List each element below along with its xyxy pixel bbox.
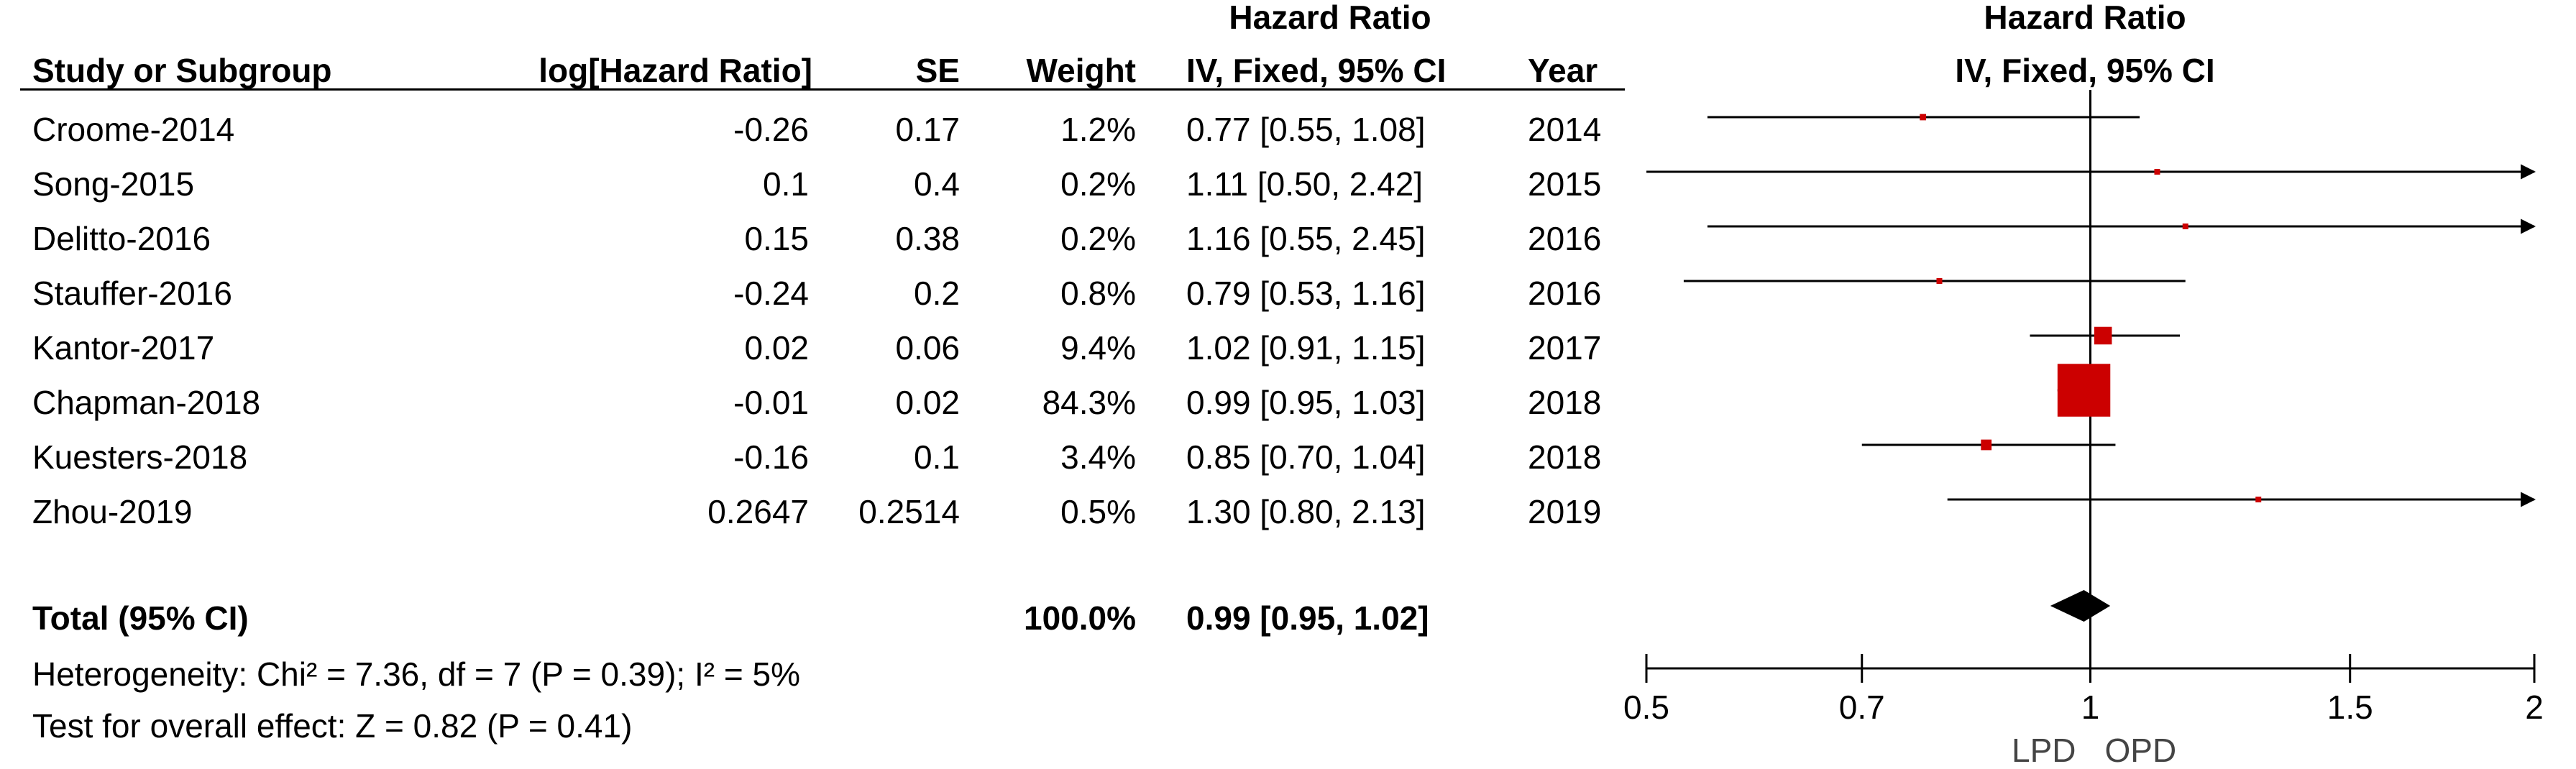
col-header-ci: IV, Fixed, 95% CI <box>1186 52 1447 89</box>
row-se: 0.2514 <box>858 493 960 530</box>
row-year: 2018 <box>1528 384 1602 421</box>
heterogeneity-text: Heterogeneity: Chi² = 7.36, df = 7 (P = … <box>32 655 800 693</box>
col-header-plot-ci: IV, Fixed, 95% CI <box>1955 52 2215 89</box>
row-study: Song-2015 <box>32 165 195 203</box>
col-header-weight: Weight <box>1026 52 1136 89</box>
row-study: Zhou-2019 <box>32 493 193 530</box>
row-year: 2018 <box>1528 438 1602 476</box>
row-log-hr: -0.16 <box>733 438 809 476</box>
study-point <box>2094 326 2112 345</box>
row-study: Chapman-2018 <box>32 384 261 421</box>
col-header-study: Study or Subgroup <box>32 52 332 89</box>
x-tick-label: 1 <box>2081 689 2100 726</box>
row-se: 0.38 <box>895 220 960 257</box>
favours-right-label: OPD <box>2105 732 2177 769</box>
row-ci: 0.99 [0.95, 1.03] <box>1186 384 1426 421</box>
study-point <box>2182 224 2188 229</box>
study-point <box>1920 114 1927 121</box>
favours-left-label: LPD <box>2012 732 2076 769</box>
row-weight: 3.4% <box>1060 438 1136 476</box>
row-se: 0.06 <box>895 329 960 367</box>
row-ci: 0.85 [0.70, 1.04] <box>1186 438 1426 476</box>
header-group-title-right: Hazard Ratio <box>1984 0 2186 36</box>
row-weight: 1.2% <box>1060 111 1136 148</box>
x-tick-label: 1.5 <box>2327 689 2373 726</box>
study-point <box>2057 364 2111 417</box>
row-study: Stauffer-2016 <box>32 275 232 312</box>
col-header-year: Year <box>1528 52 1598 89</box>
row-log-hr: 0.1 <box>763 165 809 203</box>
x-tick-label: 0.5 <box>1623 689 1669 726</box>
row-year: 2019 <box>1528 493 1602 530</box>
row-year: 2016 <box>1528 275 1602 312</box>
col-header-se: SE <box>915 52 960 89</box>
row-log-hr: 0.2647 <box>707 493 809 530</box>
header-group-title-left: Hazard Ratio <box>1229 0 1431 36</box>
row-study: Kantor-2017 <box>32 329 215 367</box>
row-se: 0.17 <box>895 111 960 148</box>
row-log-hr: -0.26 <box>733 111 809 148</box>
study-point <box>1936 278 1943 284</box>
row-log-hr: 0.15 <box>744 220 809 257</box>
total-weight: 100.0% <box>1023 599 1136 637</box>
study-point <box>1981 439 1992 451</box>
row-ci: 1.11 [0.50, 2.42] <box>1186 165 1424 203</box>
row-year: 2017 <box>1528 329 1602 367</box>
row-year: 2014 <box>1528 111 1602 148</box>
study-point <box>2255 497 2262 502</box>
total-label: Total (95% CI) <box>32 599 249 637</box>
row-se: 0.4 <box>914 165 960 203</box>
row-ci: 1.16 [0.55, 2.45] <box>1186 220 1426 257</box>
pooled-diamond <box>2050 590 2111 622</box>
col-header-log-hr: log[Hazard Ratio] <box>538 52 812 89</box>
row-study: Croome-2014 <box>32 111 235 148</box>
row-year: 2015 <box>1528 165 1602 203</box>
row-se: 0.2 <box>914 275 960 312</box>
study-point <box>2154 169 2160 175</box>
row-log-hr: 0.02 <box>744 329 809 367</box>
row-weight: 84.3% <box>1042 384 1136 421</box>
row-log-hr: -0.01 <box>733 384 809 421</box>
x-tick-label: 2 <box>2525 689 2544 726</box>
row-study: Kuesters-2018 <box>32 438 248 476</box>
row-weight: 0.2% <box>1060 220 1136 257</box>
row-se: 0.1 <box>914 438 960 476</box>
row-ci: 1.30 [0.80, 2.13] <box>1186 493 1426 530</box>
row-weight: 0.8% <box>1060 275 1136 312</box>
row-ci: 0.79 [0.53, 1.16] <box>1186 275 1426 312</box>
row-log-hr: -0.24 <box>733 275 809 312</box>
row-weight: 0.2% <box>1060 165 1136 203</box>
overall-effect-text: Test for overall effect: Z = 0.82 (P = 0… <box>32 707 633 745</box>
total-ci: 0.99 [0.95, 1.02] <box>1186 599 1429 637</box>
row-ci: 0.77 [0.55, 1.08] <box>1186 111 1426 148</box>
row-ci: 1.02 [0.91, 1.15] <box>1186 329 1426 367</box>
row-year: 2016 <box>1528 220 1602 257</box>
x-tick-label: 0.7 <box>1839 689 1885 726</box>
row-weight: 9.4% <box>1060 329 1136 367</box>
row-weight: 0.5% <box>1060 493 1136 530</box>
header-underline <box>20 88 1625 91</box>
row-se: 0.02 <box>895 384 960 421</box>
row-study: Delitto-2016 <box>32 220 211 257</box>
